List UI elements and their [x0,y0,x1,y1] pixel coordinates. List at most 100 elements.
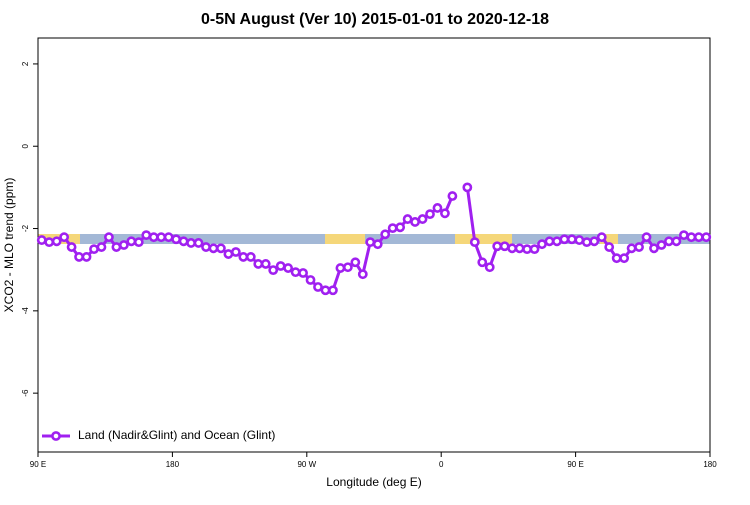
plot-frame [37,37,711,453]
data-point [141,230,152,241]
data-point [529,244,540,255]
data-point [253,259,264,269]
data-point [290,267,301,278]
data-point [59,232,70,243]
data-point [701,232,712,243]
data-point [380,229,391,240]
data-point [425,209,435,220]
data-point [477,257,488,268]
data-point [74,252,84,262]
band-segment [365,234,455,244]
band-segment [455,234,512,244]
x-tick-label: 90 E [30,460,46,469]
data-point [410,217,420,227]
data-point [686,232,697,243]
data-point [163,232,174,243]
data-point [469,237,480,248]
x-tick-label: 180 [703,460,717,469]
y-tick-label: -4 [21,307,30,315]
data-point [104,232,114,243]
data-point [298,268,308,278]
data-point [387,223,398,234]
data-point [544,236,555,247]
data-point [417,214,428,224]
data-point [81,252,92,262]
data-point [66,242,77,252]
data-point [230,247,241,257]
data-point [133,237,144,248]
data-point [604,242,615,252]
data-point [649,243,659,254]
data-point [484,262,495,273]
data-point [656,240,667,250]
data-point [566,234,577,245]
data-point [186,238,196,248]
data-point [283,263,294,273]
x-tick-label: 180 [166,460,180,469]
data-point [372,239,383,250]
data-point [51,236,62,247]
data-point [245,252,256,262]
data-point [201,242,211,252]
band-segment [325,234,365,244]
y-tick-label: 2 [21,61,30,66]
legend-label: Land (Nadir&Glint) and Ocean (Glint) [78,428,275,442]
data-point [596,232,607,243]
y-tick-label: 0 [21,143,30,148]
data-point [671,236,682,247]
data-point [507,243,518,254]
data-point [268,265,279,276]
data-point [178,236,189,247]
y-tick-label: -2 [21,224,30,232]
data-point [216,243,226,254]
data-point [693,232,704,243]
data-point [492,241,503,252]
data-point [126,236,137,247]
data-point [559,234,570,245]
data-point [238,252,249,262]
data-point [514,243,525,254]
data-point [499,241,510,252]
data-point [432,203,443,213]
data-point [313,282,323,292]
data-point [537,239,547,250]
data-point [320,285,331,296]
data-point [634,242,644,252]
data-point [193,238,204,248]
chart-title: 0-5N August (Ver 10) 2015-01-01 to 2020-… [201,11,549,28]
data-point [664,236,674,247]
data-point [96,242,107,252]
data-point [111,242,122,252]
legend-marker [51,431,61,441]
data-point [275,261,286,271]
data-point [678,230,689,241]
data-point [350,257,361,268]
data-point [156,232,167,243]
data-point [342,262,353,273]
data-point [148,232,159,243]
band-segment [80,234,325,244]
data-point [305,275,316,285]
data-point [574,235,585,245]
data-point [36,235,47,245]
data-point [357,269,368,280]
data-point [462,182,473,193]
data-point [611,253,622,264]
data-point [89,244,99,255]
data-point [402,214,413,224]
x-tick-label: 90 E [567,460,583,469]
data-point [171,234,182,245]
data-point [440,208,450,219]
data-point [44,237,55,248]
data-point [552,236,562,247]
data-point [328,285,338,296]
band-segment [618,234,710,244]
data-point [522,244,532,255]
data-point [223,249,234,259]
y-axis-label: XCO2 - MLO trend (ppm) [2,178,16,313]
data-point [626,243,637,254]
data-point [589,236,600,247]
x-tick-label: 0 [439,460,444,469]
data-point [395,222,406,233]
